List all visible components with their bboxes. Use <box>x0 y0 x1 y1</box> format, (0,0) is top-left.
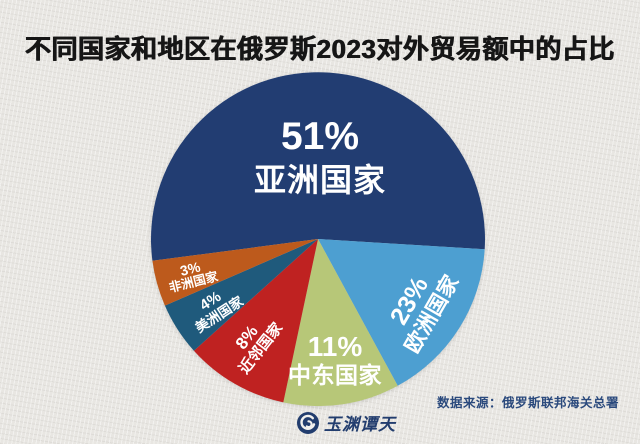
brand-logo-text: 玉渊谭天 <box>324 415 396 434</box>
brand-logo: 玉渊谭天 <box>296 410 396 435</box>
pie-slice-europe <box>318 239 485 386</box>
pie-slice-asia <box>150 72 485 261</box>
pie-slice-americas <box>164 239 318 351</box>
page-title: 不同国家和地区在俄罗斯2023对外贸易额中的占比 <box>25 34 615 64</box>
pie-slice-middle-east <box>283 239 398 407</box>
source-note: 数据来源：俄罗斯联邦海关总署 <box>436 396 619 410</box>
yuyuantantian-logo-icon <box>297 411 319 434</box>
pie-slice-africa <box>152 239 318 306</box>
pie-slice-neighboring <box>193 239 318 403</box>
